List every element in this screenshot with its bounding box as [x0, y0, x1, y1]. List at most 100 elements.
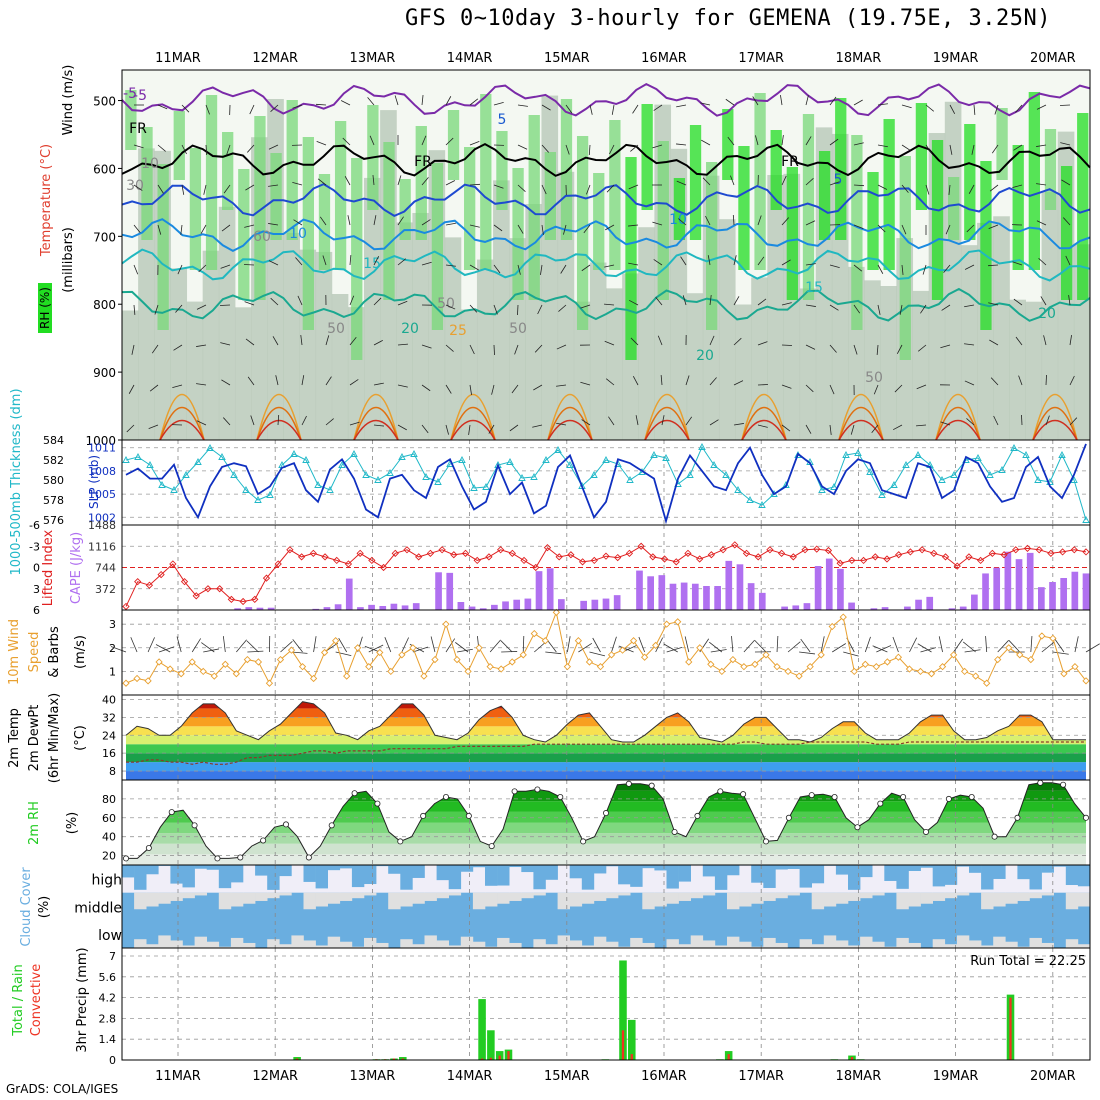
wind-barb [1069, 417, 1078, 426]
low-cloud-gap [267, 939, 280, 948]
low-cloud-gap [545, 944, 558, 948]
low-cloud-gap [279, 944, 292, 948]
wind-barb [342, 137, 351, 146]
rh-point [831, 794, 838, 801]
wind-barb [196, 420, 207, 426]
rh-shading [1009, 299, 1026, 440]
wind-barb [275, 375, 279, 386]
wind-barb [628, 299, 639, 306]
wind-barb [469, 384, 472, 395]
lifted-index-point [567, 551, 575, 559]
cape-bar [323, 607, 331, 610]
cape-bar [959, 606, 967, 610]
wind-barb [421, 424, 429, 434]
low-cloud-gap [327, 936, 341, 948]
wind-barb [180, 224, 183, 235]
convective-bar [850, 1057, 854, 1060]
wind-barb [249, 104, 255, 115]
wind-barb [335, 651, 352, 656]
lifted-index-point [543, 544, 552, 552]
low-cloud-gap [618, 946, 631, 948]
wind-barb [948, 184, 951, 195]
bottom-date-label: 15MAR [544, 1069, 590, 1084]
wind-barb [1085, 643, 1100, 653]
precip-label-2: Convective [29, 964, 44, 1037]
wind-barb [133, 224, 141, 234]
wind-speed-point [497, 665, 505, 673]
rain-bar [619, 960, 627, 1060]
wind-barb [1008, 640, 1021, 653]
wind-barb [853, 99, 863, 106]
low-cloud-gap [872, 941, 885, 948]
lifted-index-point [309, 549, 317, 557]
temp-tick-label: 24 [102, 729, 116, 742]
rh-point [968, 794, 975, 801]
cape-bar [837, 568, 844, 610]
wind-speed-point [387, 667, 395, 676]
wind-barb [270, 104, 279, 112]
wind-barb [158, 646, 175, 653]
thickness-point [230, 471, 238, 478]
wind-speed-point [905, 665, 914, 673]
wind-speed-point [530, 629, 538, 638]
cloud-level-label: middle [74, 900, 122, 916]
middle-cloud-gap [1077, 892, 1091, 907]
cape-bar [524, 598, 532, 610]
wind-speed-point [298, 663, 307, 671]
cape-bar [758, 592, 766, 610]
rh-label-2: (%) [65, 812, 80, 835]
rh-point [260, 837, 267, 844]
high-cloud-block [170, 865, 183, 884]
cape-bar [457, 602, 465, 610]
rh-moist-band [480, 94, 492, 270]
top-date-label: 15MAR [544, 51, 590, 66]
high-cloud-block [1041, 865, 1054, 873]
wind-barb [445, 344, 454, 352]
wind-barb [196, 383, 207, 386]
top-date-label: 19MAR [933, 51, 979, 66]
low-cloud-gap [993, 936, 1006, 948]
cape-axis-label: CAPE (J/kg) [69, 532, 84, 604]
cape-bar [446, 572, 454, 610]
thickness-point [842, 451, 850, 458]
wind-barb [177, 264, 183, 275]
wind-barb [829, 304, 839, 311]
lifted-index-point [239, 597, 247, 606]
low-cloud-gap [799, 939, 812, 948]
wind-barb [997, 640, 1009, 653]
middle-cloud-gap [182, 892, 195, 899]
wind-barb [541, 224, 544, 235]
lifted-index-point [1058, 548, 1067, 556]
middle-cloud-gap [255, 892, 268, 901]
rh-shading [283, 232, 300, 440]
low-cloud-gap [811, 944, 825, 948]
middle-cloud-gap [593, 892, 607, 901]
middle-cloud-gap [303, 892, 316, 910]
wind-barb [300, 335, 303, 346]
wind-speed-point [1005, 644, 1013, 652]
wind-barb [514, 344, 519, 355]
high-cloud-block [485, 865, 498, 886]
precip-label-1: Total / Rain [11, 964, 26, 1037]
high-cloud-block [1029, 865, 1042, 890]
wind-barb [1074, 636, 1079, 653]
high-cloud-block [860, 865, 873, 878]
wind-speed-point [453, 655, 461, 664]
rh-band [126, 811, 1086, 823]
rh-point [214, 855, 221, 862]
wind-barb [618, 645, 634, 653]
rh-moist-band [689, 125, 702, 240]
thickness-point [314, 481, 322, 488]
wind-speed-point [618, 646, 627, 654]
temp-tick-label: 32 [102, 711, 116, 724]
pressure-tick-label: 900 [93, 366, 116, 380]
lifted-index-point [918, 546, 926, 554]
cape-bar [736, 564, 744, 610]
wind-barb [917, 344, 927, 352]
rh-moist-band [786, 167, 798, 300]
wind-barb [421, 177, 429, 186]
warm-contour [450, 393, 496, 441]
middle-cloud-gap [569, 892, 583, 907]
wind-barb [709, 377, 717, 386]
wind-speed-point [320, 648, 329, 657]
